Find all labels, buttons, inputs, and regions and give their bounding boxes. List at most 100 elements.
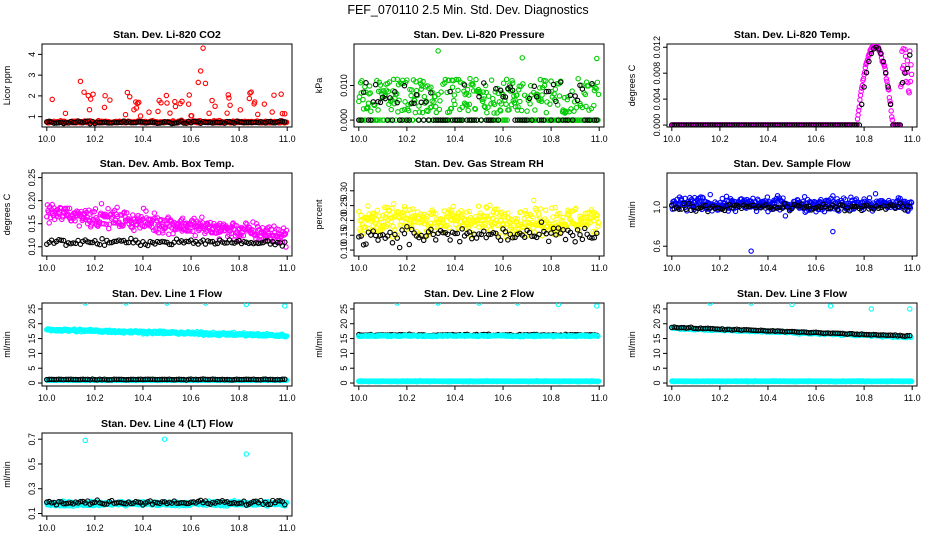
data-point-red (226, 95, 232, 101)
y-tick-label: 0.012 (652, 36, 662, 59)
x-tick-label: 10.2 (711, 393, 729, 403)
data-point-green (472, 106, 479, 112)
x-tick-label: 10.0 (38, 134, 56, 144)
data-point-green (436, 106, 443, 113)
data-point-green (532, 107, 538, 113)
data-point-black (461, 82, 468, 88)
data-point-green (408, 92, 414, 99)
y-tick-label: 4 (27, 52, 37, 57)
data-point-black (58, 237, 64, 243)
data-point-black (389, 240, 396, 246)
y-tick-label: 5 (652, 366, 662, 371)
data-points (669, 303, 915, 385)
data-point-black (904, 65, 911, 72)
data-point-yellow (530, 197, 537, 204)
y-tick-label: 0.10 (27, 238, 37, 256)
data-point-red (212, 103, 218, 110)
data-point-red (81, 89, 87, 95)
y-axis-label: Licor ppm (2, 66, 12, 106)
data-point-magenta (191, 215, 197, 222)
data-point-green (582, 91, 589, 98)
data-point-green (402, 99, 408, 105)
data-point-red (225, 92, 232, 98)
data-point-magenta (908, 71, 915, 78)
data-point-black (497, 87, 504, 94)
y-tick-label: 0.10 (339, 241, 349, 259)
data-point-yellow (387, 212, 393, 218)
data-point-green (483, 89, 489, 96)
data-point-cyan (283, 333, 290, 339)
data-point-black (579, 236, 586, 243)
y-tick-label: 0.30 (339, 182, 349, 200)
data-point-black (401, 230, 408, 237)
data-point-cyan (282, 303, 288, 309)
data-point-yellow (407, 206, 413, 213)
data-point-black (577, 82, 583, 89)
data-point-black (70, 119, 77, 126)
data-point-black (481, 80, 487, 86)
data-point-red (271, 92, 277, 98)
data-point-red (224, 110, 230, 116)
data-point-black (834, 206, 841, 212)
data-point-green (391, 100, 398, 107)
data-point-magenta (235, 231, 241, 238)
data-point-blue (725, 208, 732, 214)
data-point-magenta (179, 215, 186, 221)
data-point-yellow (548, 205, 555, 211)
data-point-yellow (432, 211, 439, 217)
data-point-magenta (190, 219, 197, 225)
data-point-cyan (595, 378, 602, 384)
data-point-magenta (902, 46, 908, 53)
x-tick-label: 10.4 (759, 134, 777, 144)
data-point-black (863, 69, 870, 76)
data-point-green (470, 82, 476, 88)
data-point-red (282, 111, 288, 117)
data-point-red (188, 112, 195, 119)
data-point-black (394, 235, 401, 241)
data-point-blue (842, 196, 849, 203)
data-point-green (420, 78, 426, 85)
data-point-yellow (365, 226, 372, 232)
data-point-yellow (390, 201, 397, 207)
data-point-cyan (394, 303, 401, 306)
y-tick-label: 0 (652, 381, 662, 386)
data-point-green (595, 91, 602, 98)
data-point-green (517, 98, 523, 105)
data-point-black (885, 84, 891, 90)
data-point-black (394, 99, 401, 106)
data-point-green (543, 109, 550, 116)
data-point-red (279, 110, 286, 117)
data-point-magenta (105, 225, 112, 232)
data-point-black (384, 233, 391, 239)
y-axis-label: ml/min (627, 331, 637, 358)
data-point-yellow (522, 207, 529, 214)
y-tick-label: 15 (27, 334, 37, 344)
plot-frame (41, 43, 293, 128)
data-point-magenta (238, 233, 244, 239)
data-point-black (529, 117, 535, 123)
data-point-yellow (371, 210, 377, 217)
data-point-yellow (520, 223, 527, 230)
data-point-black (257, 240, 264, 246)
data-point-red (195, 79, 202, 86)
data-point-black (279, 118, 286, 125)
data-point-red (179, 98, 185, 105)
data-point-green (490, 95, 496, 102)
data-point-black (579, 86, 586, 92)
data-point-black (562, 117, 569, 123)
x-tick-label: 10.4 (134, 263, 152, 273)
y-tick-label: 1.0 (652, 201, 662, 214)
data-point-green (465, 107, 471, 114)
data-point-magenta (857, 97, 863, 103)
data-point-black (856, 122, 863, 127)
data-point-magenta (109, 214, 116, 220)
data-point-black (538, 117, 545, 123)
data-point-blue (821, 208, 828, 215)
data-point-black (408, 100, 415, 106)
data-point-red (107, 97, 113, 103)
data-point-black (490, 230, 497, 236)
panel-title: Stan. Dev. Li-820 Temp. (734, 29, 850, 41)
